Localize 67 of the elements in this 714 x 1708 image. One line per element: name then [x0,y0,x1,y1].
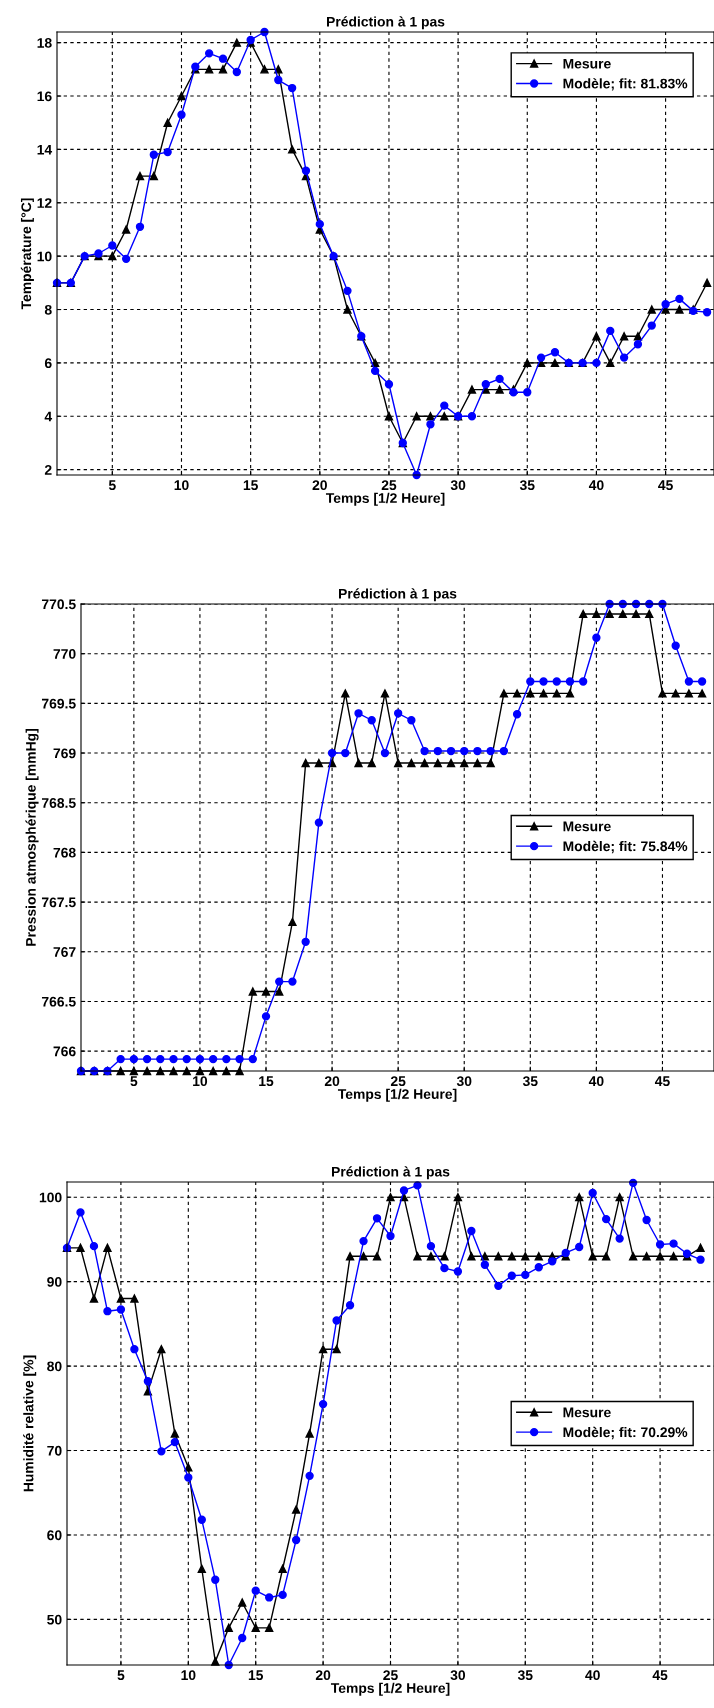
y-tick-label: 60 [47,1530,62,1541]
x-tick-label: 45 [658,480,673,491]
x-tick-label: 20 [315,1670,331,1681]
y-tick-label: 767 [53,947,76,957]
x-tick-label: 40 [588,480,604,491]
y-tick-label: 80 [47,1361,62,1372]
x-tick-label: 10 [193,1076,208,1087]
y-tick-label: 766.5 [41,996,76,1007]
y-tick-label: 4 [44,411,53,422]
chart-title: Prédiction à 1 pas [327,16,445,30]
y-tick-label: 2 [44,465,52,475]
legend-label: Mesure [563,1407,611,1418]
y-axis-title: Humidité relative [%] [23,1355,37,1492]
x-tick-label: 30 [450,480,466,491]
y-tick-label: 90 [47,1276,62,1287]
legend-label: Modèle; fit: 81.83% [563,78,688,91]
y-axis-title: Température [°C] [20,198,34,310]
y-tick-label: 766 [53,1046,76,1057]
x-tick-label: 45 [654,1076,670,1087]
legend-label: Mesure [563,58,611,69]
y-tick-label: 770 [53,649,76,659]
y-tick-label: 8 [44,304,52,315]
y-tick-label: 767.5 [41,897,76,908]
x-tick-label: 5 [117,1670,125,1681]
y-tick-label: 6 [44,358,52,369]
x-tick-label: 40 [585,1670,600,1681]
x-tick-label: 35 [517,1670,533,1681]
y-tick-label: 16 [37,91,52,102]
y-tick-label: 768.5 [41,798,76,808]
x-tick-label: 25 [381,480,397,491]
chart-title: Prédiction à 1 pas [332,1166,450,1180]
x-tick-label: 25 [383,1670,398,1681]
y-tick-label: 769.5 [41,698,76,709]
x-tick-label: 15 [259,1076,274,1087]
x-tick-label: 35 [519,480,535,491]
y-tick-label: 50 [47,1614,62,1625]
y-tick-label: 769 [53,748,76,759]
x-tick-label: 45 [652,1670,668,1681]
x-tick-label: 15 [243,480,258,491]
chart-title: Prédiction à 1 pas [339,588,457,602]
x-axis-title: Temps [1/2 Heure] [337,1088,457,1102]
x-tick-label: 40 [588,1076,604,1087]
y-tick-label: 70 [47,1445,62,1456]
x-tick-label: 5 [130,1076,138,1087]
legend-label: Modèle; fit: 70.29% [563,1426,688,1440]
y-tick-label: 18 [37,38,52,48]
legend-label: Mesure [563,821,611,832]
y-tick-label: 12 [37,198,52,208]
y-tick-label: 100 [39,1192,62,1203]
y-axis-title: Pression atmosphérique [mmHg] [25,729,39,946]
x-axis-title: Temps [1/2 Heure] [325,492,445,506]
y-tick-label: 768 [53,847,76,858]
x-tick-label: 30 [450,1670,466,1681]
x-tick-label: 10 [174,480,189,491]
x-tick-label: 30 [456,1076,472,1087]
x-tick-label: 10 [181,1670,196,1681]
x-tick-label: 35 [522,1076,538,1087]
x-tick-label: 25 [390,1076,406,1087]
x-axis-title: Temps [1/2 Heure] [330,1682,450,1696]
y-tick-label: 14 [37,144,53,155]
x-tick-label: 20 [312,480,327,491]
x-tick-label: 5 [108,480,116,491]
x-tick-label: 15 [248,1670,264,1681]
y-tick-label: 10 [37,251,52,262]
legend-label: Modèle; fit: 75.84% [563,840,688,854]
x-tick-label: 20 [324,1076,340,1087]
y-tick-label: 770.5 [41,599,76,610]
